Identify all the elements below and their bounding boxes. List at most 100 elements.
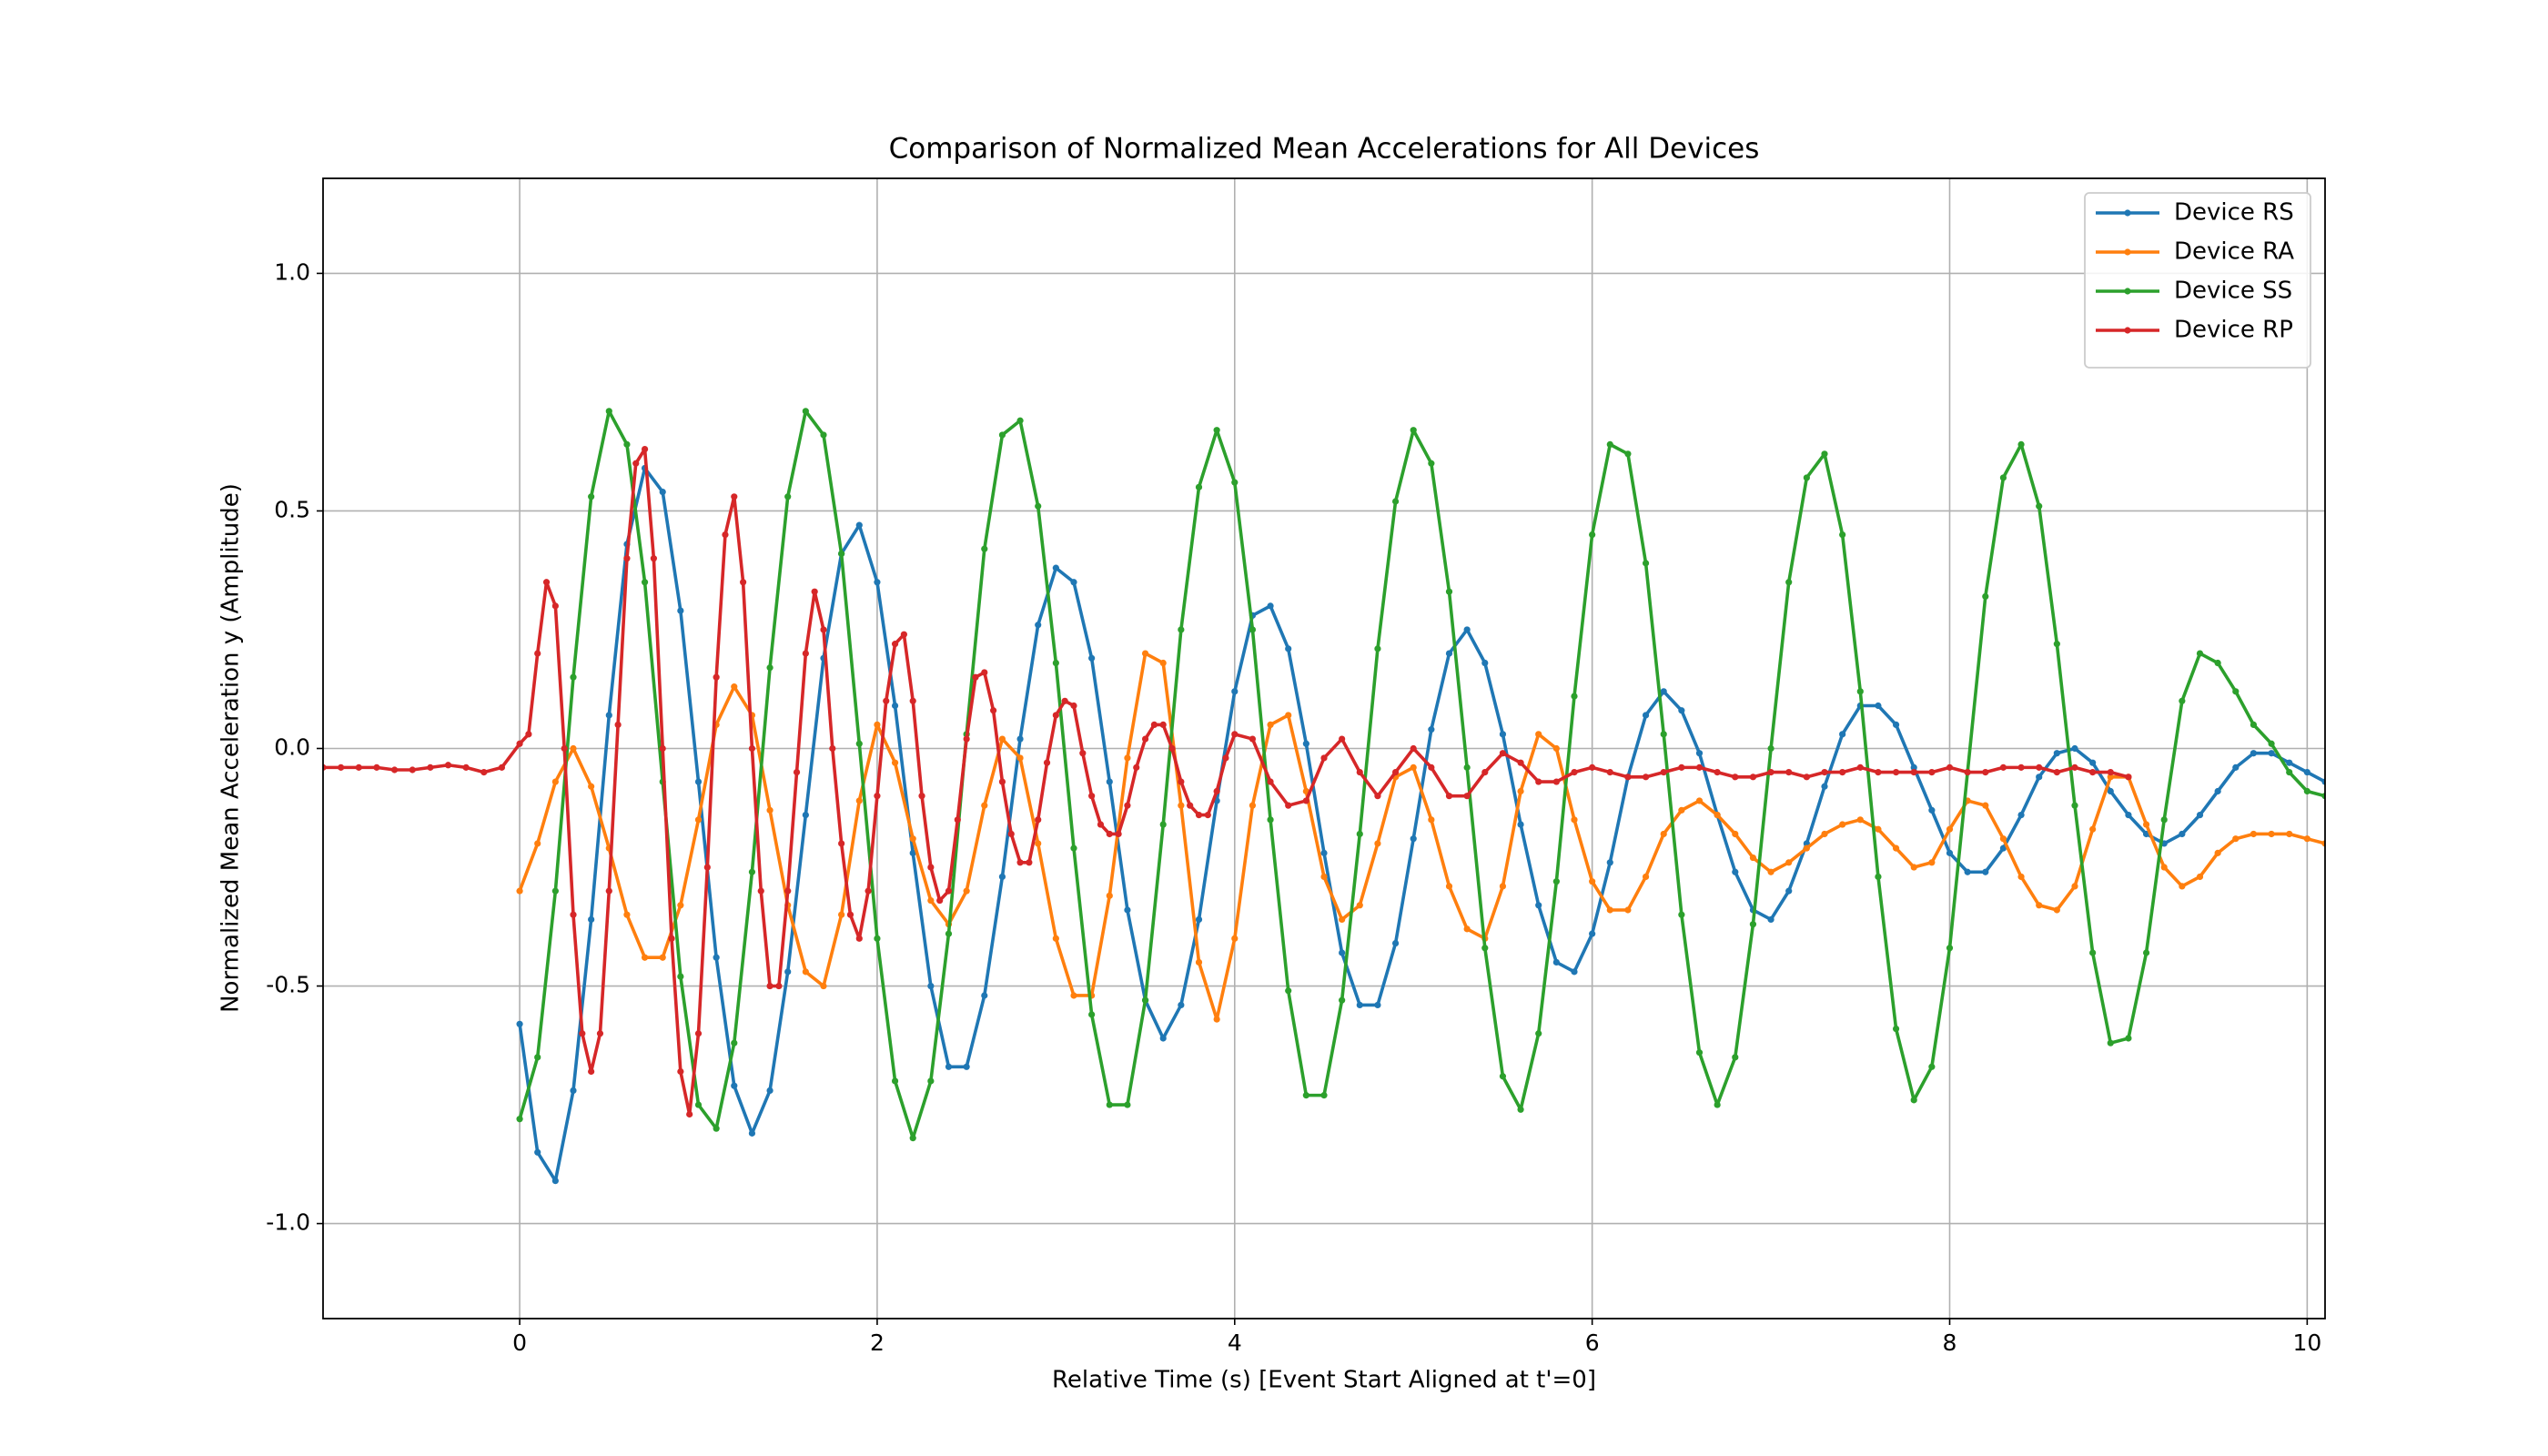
legend-marker	[2124, 327, 2131, 334]
data-point	[1821, 783, 1828, 790]
data-point	[1267, 602, 1274, 610]
data-point	[1124, 754, 1131, 762]
data-point	[909, 849, 916, 856]
data-point	[2214, 659, 2221, 667]
data-point	[2286, 830, 2293, 838]
data-point	[802, 811, 809, 819]
data-point	[936, 896, 944, 905]
data-point	[1213, 1016, 1220, 1023]
data-point	[1178, 1001, 1185, 1009]
x-axis-label: Relative Time (s) [Event Start Aligned a…	[1052, 1367, 1596, 1394]
legend-marker	[2124, 248, 2131, 256]
data-point	[1785, 579, 1793, 586]
data-point	[1606, 906, 1613, 914]
data-point	[784, 968, 792, 976]
data-point	[1892, 1025, 1900, 1033]
data-point	[1267, 778, 1274, 785]
data-point	[596, 1030, 604, 1037]
data-point	[2107, 769, 2114, 776]
data-point	[713, 673, 720, 681]
data-point	[1499, 731, 1507, 738]
data-point	[1660, 688, 1667, 695]
data-point	[1339, 949, 1346, 956]
data-point	[373, 763, 380, 771]
data-point	[1875, 769, 1882, 776]
data-point	[2142, 821, 2150, 828]
data-point	[927, 896, 935, 905]
x-tick-label: 6	[1585, 1330, 1600, 1356]
data-point	[668, 935, 675, 942]
data-point	[694, 816, 703, 824]
data-point	[1320, 873, 1328, 881]
data-point	[1106, 892, 1113, 899]
data-point	[918, 793, 925, 800]
data-point	[588, 915, 595, 924]
data-point	[1052, 935, 1059, 942]
data-point	[1928, 859, 1936, 866]
x-tick-label: 2	[870, 1330, 885, 1356]
data-point	[1339, 996, 1346, 1004]
chart-title: Comparison of Normalized Mean Accelerati…	[889, 133, 1760, 166]
data-point	[1695, 1049, 1704, 1057]
data-point	[1374, 645, 1381, 652]
data-point	[1339, 915, 1346, 924]
data-point	[2053, 906, 2060, 914]
data-point	[838, 840, 845, 847]
data-point	[855, 740, 863, 747]
data-point	[1606, 769, 1613, 776]
data-point	[1982, 868, 1989, 875]
data-point	[2232, 688, 2240, 695]
data-point	[1660, 830, 1667, 838]
data-point	[1035, 816, 1042, 824]
data-point	[1517, 1106, 1524, 1113]
data-point	[1499, 750, 1507, 757]
data-point	[927, 864, 935, 871]
data-point	[561, 744, 568, 753]
data-point	[1035, 502, 1042, 510]
data-point	[784, 493, 792, 500]
data-point	[900, 631, 907, 638]
x-tick-label: 4	[1228, 1330, 1242, 1356]
data-point	[1642, 873, 1650, 881]
data-point	[1875, 873, 1882, 881]
legend: Device RS Device RA Device SS Device RP	[2084, 192, 2311, 369]
data-point	[1642, 712, 1650, 719]
data-point	[1159, 721, 1167, 728]
data-point	[1552, 958, 1560, 966]
data-point	[1356, 830, 1363, 838]
data-point	[551, 602, 559, 610]
data-point	[1178, 626, 1185, 633]
data-point	[855, 521, 863, 529]
data-point	[2268, 750, 2275, 757]
data-point	[2107, 787, 2114, 795]
data-point	[981, 992, 988, 999]
data-point	[2125, 1035, 2132, 1042]
data-point	[1410, 427, 1417, 434]
data-point	[1391, 498, 1400, 505]
data-point	[2303, 787, 2310, 795]
data-point	[498, 763, 506, 771]
data-point	[2036, 502, 2043, 510]
data-point	[2250, 750, 2258, 757]
data-point	[2268, 830, 2275, 838]
data-point	[1767, 915, 1774, 924]
data-point	[570, 673, 577, 681]
legend-label: Device SS	[2174, 278, 2292, 305]
data-point	[731, 1082, 738, 1089]
data-point	[1910, 763, 1917, 771]
data-point	[1856, 688, 1864, 695]
data-point	[775, 982, 783, 990]
data-point	[1749, 854, 1757, 862]
data-point	[1714, 811, 1721, 819]
data-point	[1428, 726, 1435, 733]
data-point	[1052, 712, 1059, 719]
data-point	[588, 783, 595, 790]
data-point	[1767, 744, 1774, 753]
data-point	[1535, 731, 1542, 738]
data-point	[1589, 930, 1596, 937]
data-point	[2142, 949, 2150, 956]
data-point	[1088, 793, 1096, 800]
data-point	[2017, 811, 2025, 819]
legend-label: Device RA	[2174, 238, 2294, 266]
data-point	[1088, 1011, 1096, 1018]
